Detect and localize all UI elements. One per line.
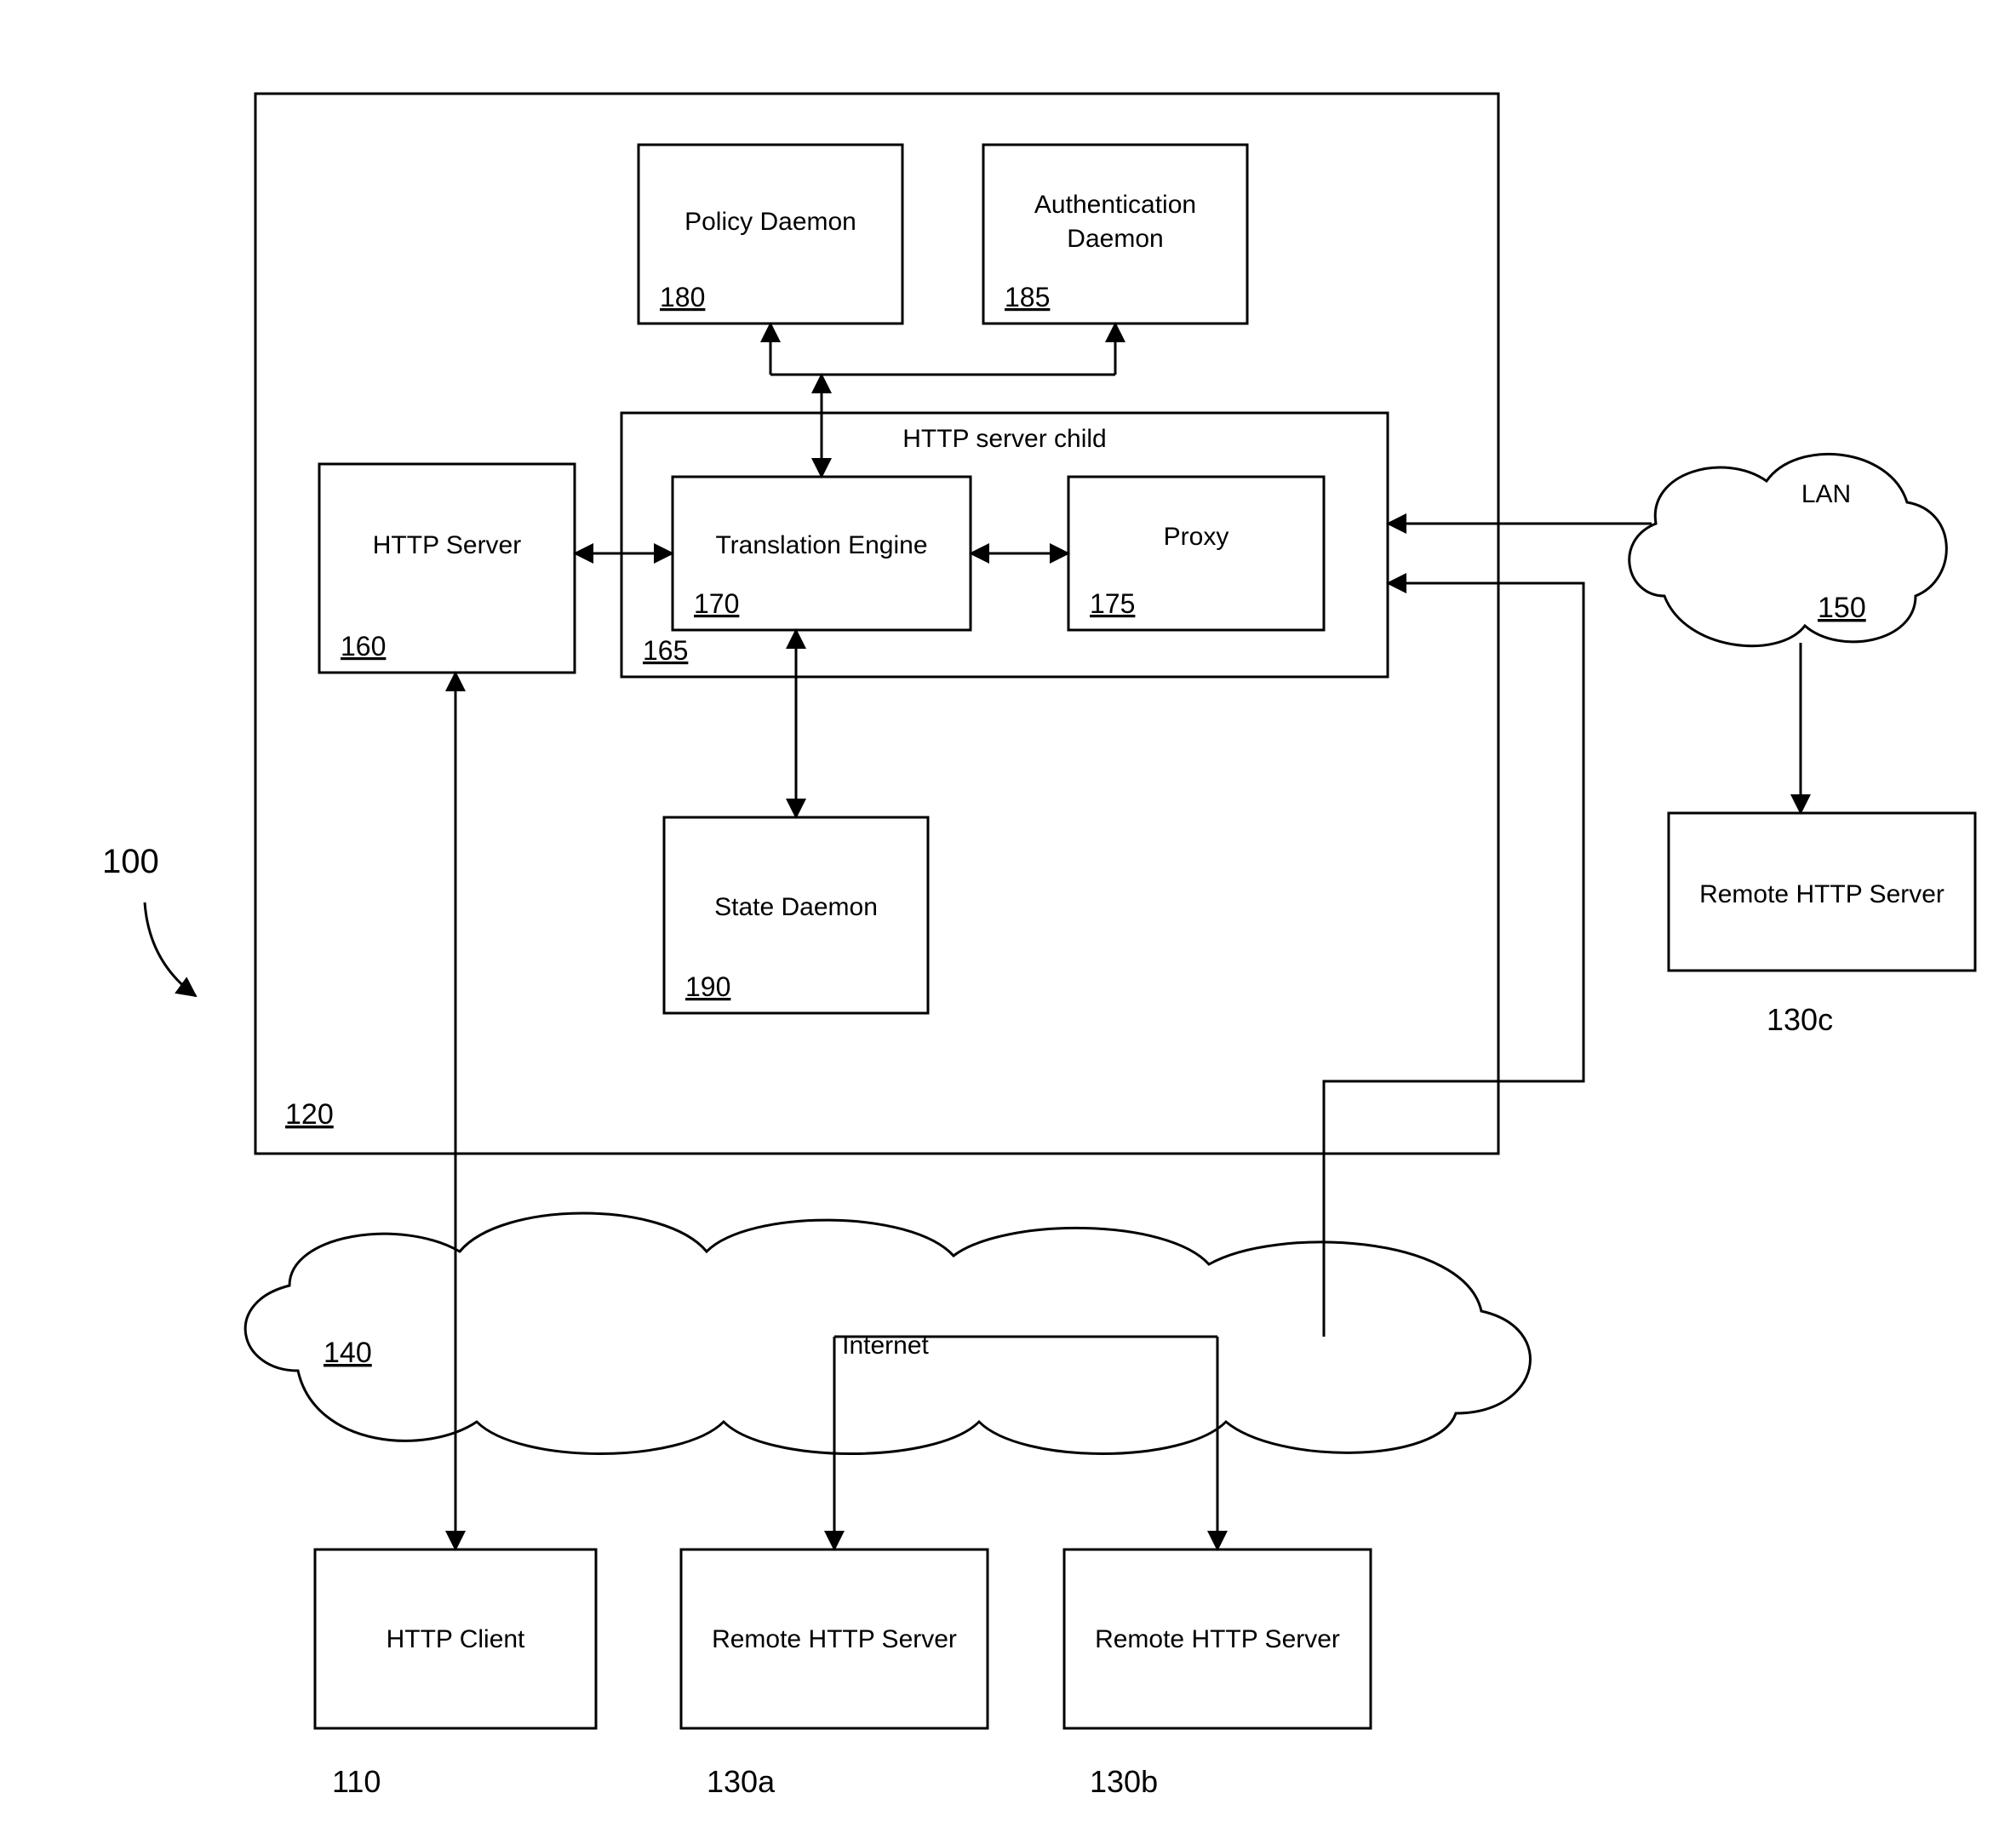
remote-b-ref: 130b — [1090, 1764, 1158, 1799]
auth-daemon-ref: 185 — [1005, 282, 1050, 312]
auth-daemon-label1: Authentication — [1034, 191, 1196, 219]
lan-ref: 150 — [1818, 592, 1866, 624]
system-arrow — [145, 902, 196, 996]
system-ref: 100 — [102, 843, 159, 880]
auth-daemon-label2: Daemon — [1067, 225, 1163, 253]
http-server-label: HTTP Server — [373, 531, 521, 559]
proxy-ref: 175 — [1090, 588, 1135, 619]
lan-label: LAN — [1801, 480, 1851, 508]
child-container-label: HTTP server child — [902, 425, 1107, 453]
http-client-label: HTTP Client — [387, 1625, 525, 1653]
state-daemon-label: State Daemon — [714, 893, 878, 921]
lan-cloud — [1629, 454, 1947, 645]
remote-a-label: Remote HTTP Server — [712, 1625, 957, 1653]
proxy-label: Proxy — [1164, 523, 1229, 551]
child-container-ref: 165 — [643, 635, 688, 666]
trans-engine-ref: 170 — [694, 588, 739, 619]
internet-ref: 140 — [324, 1337, 372, 1369]
remote-c-ref: 130c — [1767, 1002, 1833, 1037]
policy-daemon-label: Policy Daemon — [684, 208, 856, 236]
remote-a-ref: 130a — [707, 1764, 776, 1799]
remote-b-label: Remote HTTP Server — [1095, 1625, 1340, 1653]
trans-engine-label: Translation Engine — [715, 531, 927, 559]
architecture-diagram: 100 120 Policy Daemon 180 Authentication… — [0, 0, 2016, 1833]
remote-c-label: Remote HTTP Server — [1699, 880, 1944, 908]
policy-daemon-ref: 180 — [660, 282, 705, 312]
http-server-ref: 160 — [341, 631, 386, 662]
container-120-ref: 120 — [285, 1098, 334, 1131]
http-client-ref: 110 — [332, 1764, 381, 1799]
state-daemon-ref: 190 — [685, 971, 730, 1002]
